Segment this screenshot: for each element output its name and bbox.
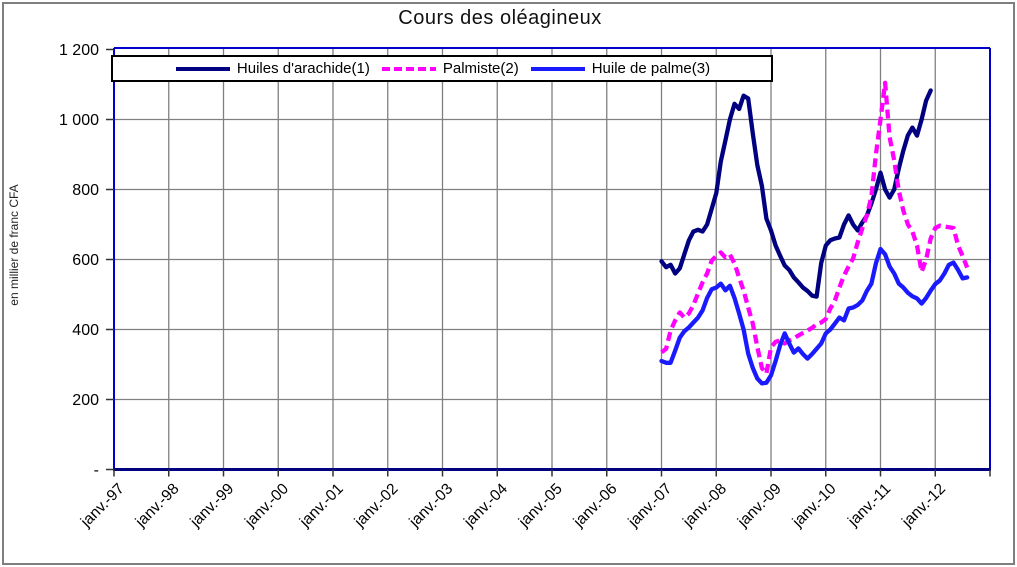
legend-line-sample-palmiste	[381, 66, 436, 71]
y-axis-title: en millier de franc CFA	[7, 184, 21, 306]
x-tick-label: janv.-98	[132, 480, 183, 531]
x-tick-label: janv.-05	[515, 480, 566, 531]
legend-item-arachide: Huiles d'arachide(1)	[174, 60, 370, 77]
chart-title: Cours des oléagineux	[398, 7, 602, 29]
legend-label-palmiste: Palmiste(2)	[442, 60, 519, 77]
y-tick-label: 400	[72, 322, 99, 339]
legend-line-sample-arachide	[175, 66, 230, 71]
legend-item-palme: Huile de palme(3)	[529, 60, 710, 77]
x-tick-label: janv.-99	[186, 480, 237, 531]
series-lines	[659, 80, 970, 386]
x-tick-label: janv.-02	[351, 480, 402, 531]
y-tick-label: 1 200	[59, 42, 99, 59]
axis-ticks	[106, 48, 991, 477]
legend-label-arachide: Huiles d'arachide(1)	[236, 60, 370, 77]
legend-item-palmiste: Palmiste(2)	[380, 60, 519, 77]
legend-line-sample-palme	[530, 66, 585, 71]
x-tick-label: janv.-10	[789, 480, 840, 531]
x-tick-label: janv.-08	[679, 480, 730, 531]
y-tick-label: 600	[72, 252, 99, 269]
legend-label-palme: Huile de palme(3)	[591, 60, 711, 77]
series-line-1	[659, 88, 933, 299]
x-tick-label: janv.-09	[734, 480, 785, 531]
x-tick-label: janv.-12	[898, 480, 949, 531]
x-tick-label: janv.-07	[624, 480, 675, 531]
x-tick-label: janv.-00	[241, 480, 292, 531]
x-tick-label: janv.-11	[844, 480, 894, 530]
x-tick-label: janv.-01	[296, 480, 347, 531]
x-tick-label: janv.-04	[460, 480, 511, 531]
x-tick-label: janv.-06	[570, 480, 621, 531]
y-tick-label: 800	[72, 182, 99, 199]
series-line-3	[659, 246, 970, 386]
x-tick-label: janv.-03	[405, 480, 456, 531]
series-line-2	[660, 80, 970, 376]
y-tick-label: -	[94, 462, 99, 479]
x-tick-label: janv.-97	[77, 480, 128, 531]
y-tick-label: 1 000	[59, 112, 99, 129]
gridlines	[114, 48, 990, 470]
y-tick-label: 200	[72, 392, 99, 409]
legend-box: Huiles d'arachide(1) Palmiste(2) Huile d…	[111, 55, 773, 82]
